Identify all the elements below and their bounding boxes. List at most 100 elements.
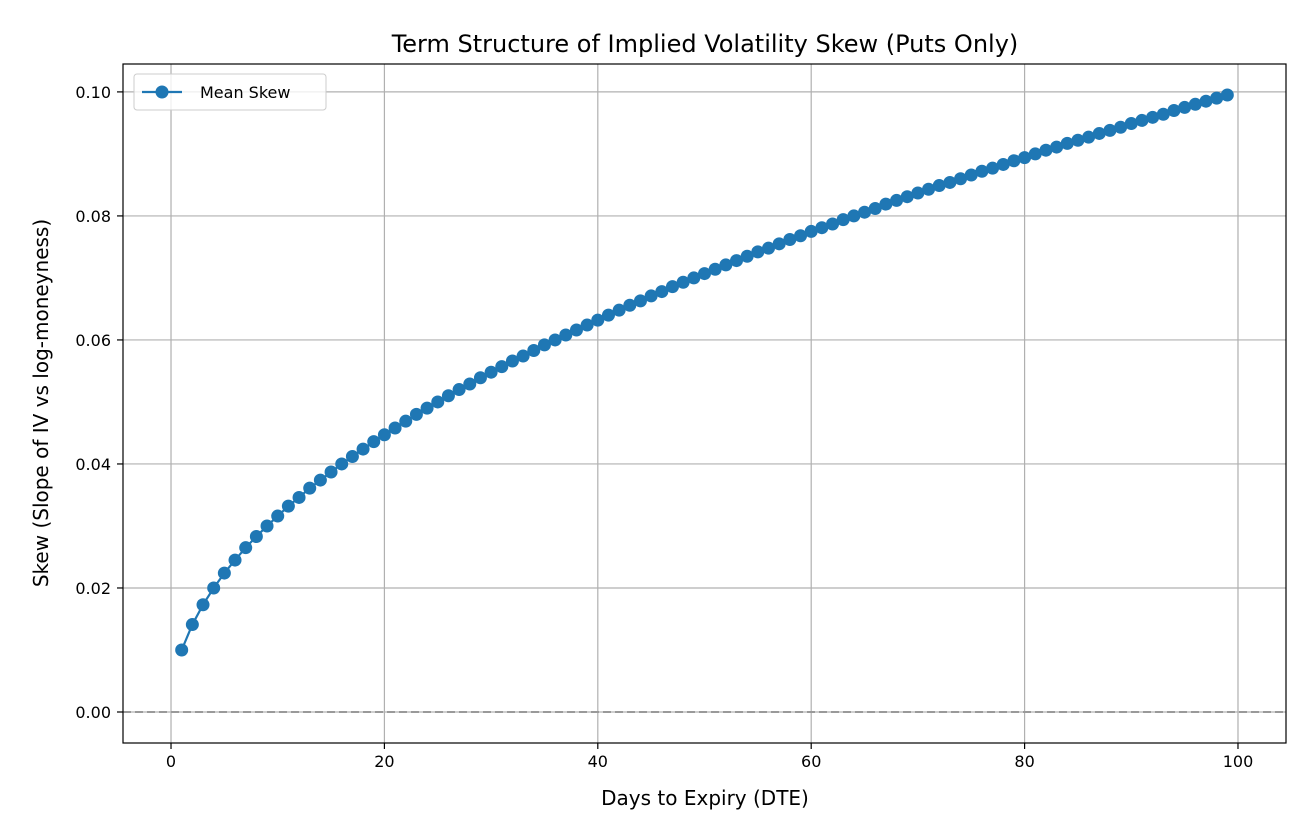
data-point <box>324 465 338 479</box>
data-point <box>751 245 765 259</box>
data-point <box>708 262 722 276</box>
y-tick-label: 0.10 <box>75 83 111 102</box>
data-point <box>569 323 583 337</box>
data-point <box>377 428 391 442</box>
data-point <box>943 175 957 189</box>
data-point <box>217 566 231 580</box>
x-tick-label: 40 <box>588 752 608 771</box>
data-point <box>783 232 797 246</box>
grid-lines <box>123 64 1286 743</box>
data-point <box>505 354 519 368</box>
data-point <box>1178 100 1192 114</box>
data-point <box>591 313 605 327</box>
data-point <box>473 371 487 385</box>
data-point <box>313 473 327 487</box>
data-point <box>388 421 402 435</box>
data-point <box>345 450 359 464</box>
data-point <box>1060 136 1074 150</box>
data-point <box>911 186 925 200</box>
data-point <box>954 172 968 186</box>
x-axis-label: Days to Expiry (DTE) <box>601 786 809 810</box>
data-point <box>1210 91 1224 105</box>
x-axis-ticks: 0 20 40 60 80 100 <box>166 743 1253 771</box>
y-tick-label: 0.06 <box>75 331 111 350</box>
data-point <box>580 318 594 332</box>
data-point <box>676 275 690 289</box>
legend: Mean Skew <box>133 73 327 111</box>
x-tick-label: 100 <box>1223 752 1254 771</box>
data-point <box>1050 140 1064 154</box>
data-point <box>1082 130 1096 144</box>
data-point <box>356 442 370 456</box>
data-point <box>665 280 679 294</box>
data-point <box>762 241 776 255</box>
x-tick-label: 80 <box>1014 752 1034 771</box>
data-point <box>964 168 978 182</box>
data-point <box>655 285 669 299</box>
data-point <box>185 618 199 632</box>
data-point <box>495 360 509 374</box>
data-point <box>1146 110 1160 124</box>
data-point <box>175 643 189 657</box>
data-point <box>932 179 946 193</box>
data-point <box>463 377 477 391</box>
series-group <box>175 88 1234 657</box>
chart-title: Term Structure of Implied Volatility Ske… <box>391 30 1019 58</box>
data-point <box>986 161 1000 175</box>
data-point <box>687 271 701 285</box>
data-point <box>452 383 466 397</box>
data-point <box>826 217 840 231</box>
data-point <box>1039 143 1053 157</box>
data-point <box>1199 94 1213 108</box>
data-point <box>441 389 455 403</box>
y-tick-label: 0.02 <box>75 579 111 598</box>
data-point <box>207 581 221 595</box>
data-point <box>1135 113 1149 127</box>
data-point <box>1071 133 1085 147</box>
data-point <box>836 213 850 227</box>
data-point <box>367 435 381 449</box>
y-axis-ticks: 0.00 0.02 0.04 0.06 0.08 0.10 <box>75 83 123 722</box>
data-point <box>900 190 914 204</box>
data-point <box>996 157 1010 171</box>
data-point <box>1156 107 1170 121</box>
data-point <box>1167 104 1181 118</box>
data-point <box>698 267 711 281</box>
x-tick-label: 20 <box>374 752 394 771</box>
data-point <box>804 224 818 238</box>
data-point <box>1028 147 1042 161</box>
data-point <box>975 164 989 178</box>
data-point <box>484 365 498 379</box>
data-point <box>548 333 562 347</box>
data-point <box>303 481 317 495</box>
data-point <box>409 407 423 421</box>
data-point <box>623 298 637 312</box>
data-point <box>537 338 551 352</box>
data-point <box>260 519 274 533</box>
data-point <box>527 343 541 357</box>
data-point <box>612 303 626 317</box>
data-point <box>719 258 733 272</box>
data-point <box>868 201 882 215</box>
data-point <box>879 197 893 211</box>
data-point <box>730 254 744 268</box>
data-point <box>794 229 808 243</box>
data-point <box>772 237 786 251</box>
data-point <box>601 308 615 322</box>
data-point <box>239 541 253 555</box>
data-point <box>281 499 295 513</box>
data-point <box>559 328 573 342</box>
data-point <box>399 414 413 428</box>
data-point <box>1007 154 1021 168</box>
data-point <box>922 182 936 196</box>
data-point <box>271 509 285 523</box>
data-point <box>516 349 530 363</box>
y-tick-label: 0.04 <box>75 455 111 474</box>
data-point <box>1092 126 1106 140</box>
data-point <box>196 598 210 612</box>
data-point <box>847 209 861 223</box>
y-axis-label: Skew (Slope of IV vs log-moneyness) <box>29 219 53 587</box>
